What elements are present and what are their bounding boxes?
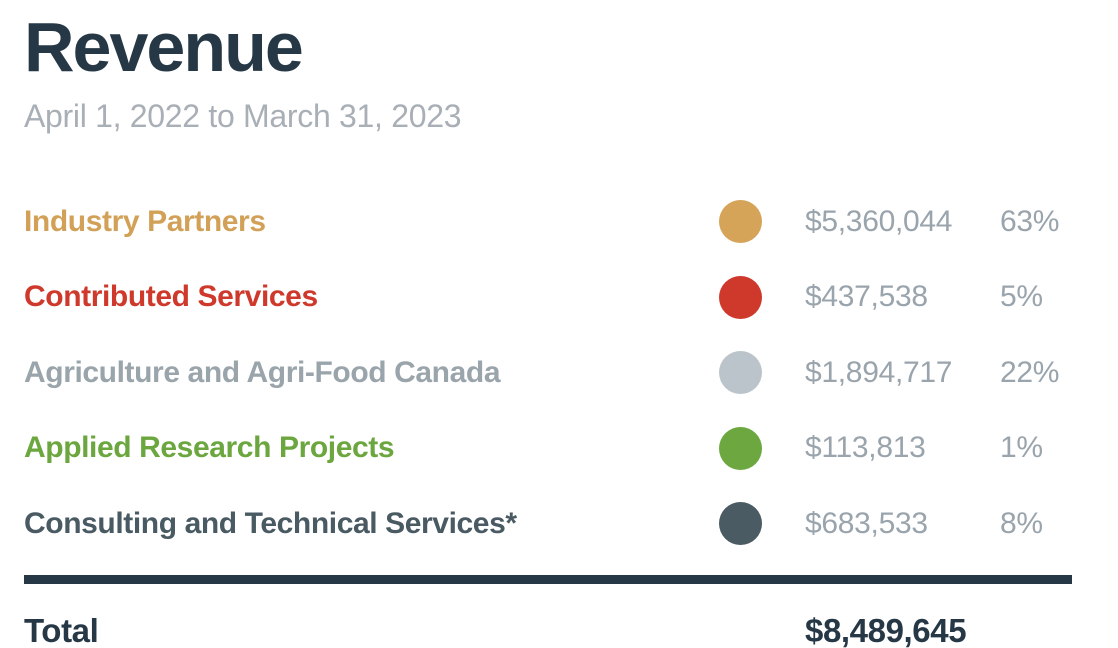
legend-amount: $113,813 <box>805 431 926 465</box>
page-title: Revenue <box>24 8 304 86</box>
legend-amount: $5,360,044 <box>805 204 953 238</box>
legend-dot-icon <box>719 200 762 244</box>
legend-label: Applied Research Projects <box>24 431 395 465</box>
legend-row-agriculture-agrifood: Agriculture and Agri-Food Canada $1,894,… <box>24 335 1094 411</box>
total-label: Total <box>24 612 99 648</box>
legend-percent: 22% <box>1000 355 1060 389</box>
legend-percent: 63% <box>1000 204 1060 238</box>
legend-dot-icon <box>719 426 762 470</box>
legend-dot-icon <box>719 502 762 546</box>
legend-dot-icon <box>719 351 762 395</box>
legend-amount: $437,538 <box>805 280 928 314</box>
total-row: Total $8,489,645 <box>24 612 1072 648</box>
legend-amount: $683,533 <box>805 506 928 540</box>
legend-row-contributed-services: Contributed Services $437,538 5% <box>24 260 1094 336</box>
total-divider <box>24 575 1072 584</box>
legend-row-applied-research: Applied Research Projects $113,813 1% <box>24 411 1094 487</box>
legend-label: Contributed Services <box>24 280 318 314</box>
legend-percent: 5% <box>1000 280 1043 314</box>
legend-percent: 1% <box>1000 431 1043 465</box>
legend-label: Agriculture and Agri-Food Canada <box>24 355 501 389</box>
legend-dot-icon <box>719 275 762 319</box>
legend-row-consulting-technical: Consulting and Technical Services* $683,… <box>24 486 1094 562</box>
revenue-legend: Industry Partners $5,360,044 63% Contrib… <box>24 184 1094 562</box>
legend-row-industry-partners: Industry Partners $5,360,044 63% <box>24 184 1094 260</box>
legend-percent: 8% <box>1000 506 1043 540</box>
page-subtitle: April 1, 2022 to March 31, 2023 <box>24 98 462 134</box>
legend-label: Industry Partners <box>24 204 266 238</box>
total-amount: $8,489,645 <box>805 612 967 648</box>
legend-amount: $1,894,717 <box>805 355 953 389</box>
legend-label: Consulting and Technical Services* <box>24 506 517 540</box>
